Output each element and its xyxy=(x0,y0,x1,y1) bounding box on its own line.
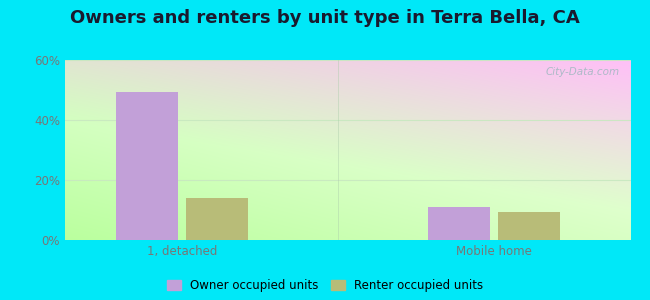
Bar xyxy=(116,92,178,240)
Bar xyxy=(186,198,248,240)
Legend: Owner occupied units, Renter occupied units: Owner occupied units, Renter occupied un… xyxy=(164,276,486,294)
Bar xyxy=(498,212,560,240)
Bar xyxy=(428,207,490,240)
Text: Owners and renters by unit type in Terra Bella, CA: Owners and renters by unit type in Terra… xyxy=(70,9,580,27)
Text: City-Data.com: City-Data.com xyxy=(545,67,619,77)
